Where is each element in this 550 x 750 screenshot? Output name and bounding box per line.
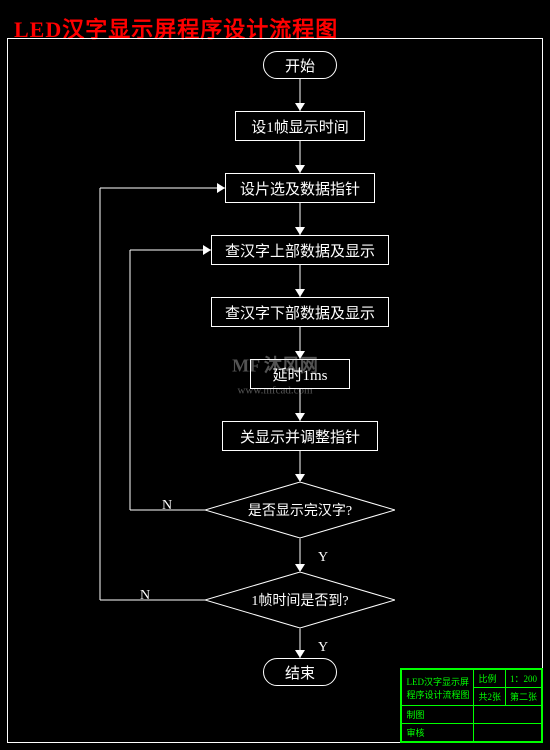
edge-label: N (140, 588, 150, 604)
edge-label: Y (318, 550, 328, 566)
node-p5: 延时1ms (250, 359, 350, 389)
node-p6: 关显示并调整指针 (222, 421, 378, 451)
node-p3: 查汉字上部数据及显示 (211, 235, 389, 265)
edge-label: Y (318, 640, 328, 656)
node-p2: 设片选及数据指针 (225, 173, 375, 203)
node-d1: 是否显示完汉字? (205, 482, 395, 538)
title-block: LED汉字显示屏程序设计流程图 比例 1：200 共2张 第二张 制图 审核 (400, 668, 543, 743)
node-label: 1帧时间是否到? (251, 590, 348, 610)
node-p4: 查汉字下部数据及显示 (211, 297, 389, 327)
node-end: 结束 (263, 658, 337, 686)
edge-label: N (162, 498, 172, 514)
node-p1: 设1帧显示时间 (235, 111, 365, 141)
node-start: 开始 (263, 51, 337, 79)
node-label: 是否显示完汉字? (248, 500, 352, 520)
node-d2: 1帧时间是否到? (205, 572, 395, 628)
